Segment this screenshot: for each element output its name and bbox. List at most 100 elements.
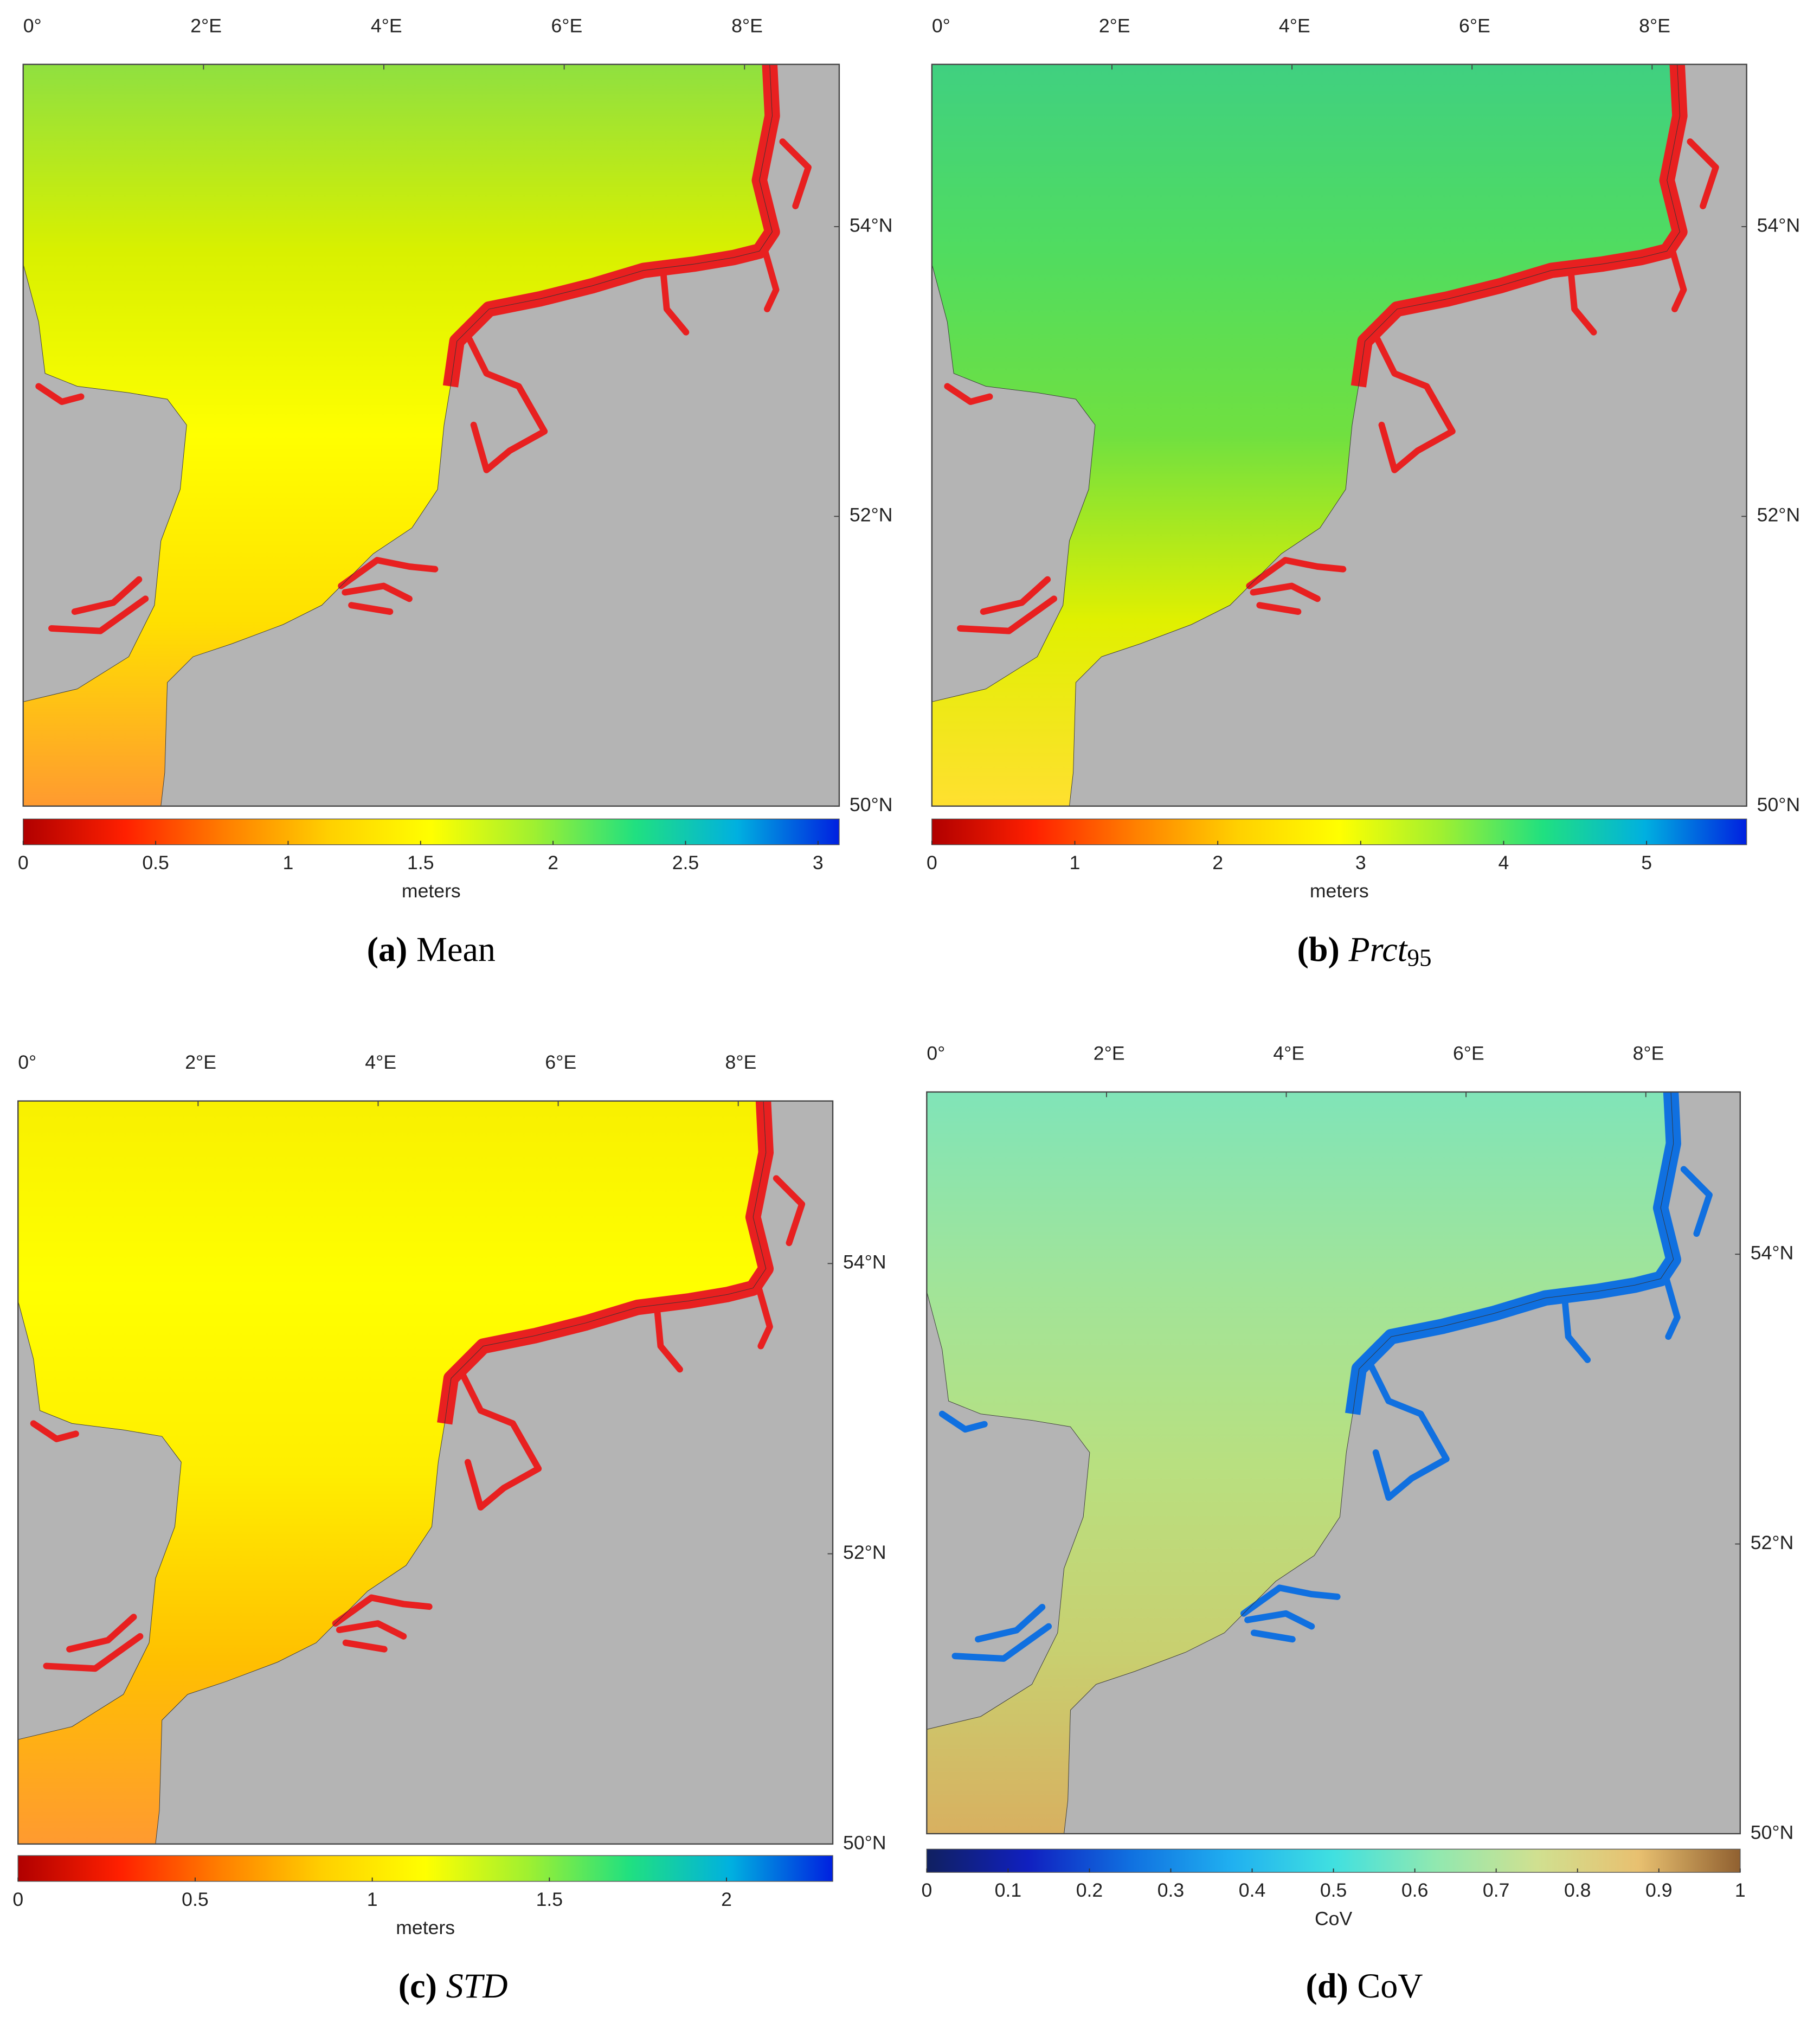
lon-tick-label: 0° [927,1042,945,1064]
lon-tick-label: 4°E [1279,15,1310,36]
colorbar-tick-label: 0 [927,852,937,874]
estuary [35,383,85,405]
sea [23,64,773,806]
map-area [927,1091,1713,1834]
lon-tick-label: 2°E [1099,15,1130,36]
estuary [754,1278,773,1350]
caption-text: Mean [416,930,496,968]
sea [18,1101,766,1844]
lon-tick-label: 8°E [731,15,763,36]
colorbar-label: meters [396,1917,455,1938]
colorbar-tick-label: 0.5 [182,1889,209,1910]
map-frame [926,1091,1741,1835]
lon-tick-label: 2°E [190,15,222,36]
lat-tick-label: 52°N [843,1542,886,1563]
caption-text: STD [446,1967,508,2005]
colorbar-tick-label: 1 [367,1889,378,1910]
colorbar-tick-label: 0.6 [1401,1879,1429,1901]
estuary [760,241,780,312]
estuary [71,576,143,615]
lat-tick-label: 50°N [1751,1821,1794,1843]
estuary [951,1623,1052,1662]
estuary [338,557,439,589]
lon-tick-label: 4°E [365,1051,396,1073]
map-panel: 0° 2°E 4°E 6°E 8°E 54°N 52°N 50°N 0 1 2 3 4 5 meters (b… [927,15,1800,972]
lon-tick-label: 8°E [725,1051,757,1073]
caption: (c) STD [398,1967,508,2005]
caption-tag: (c) [398,1967,437,2005]
estuary [980,576,1051,615]
estuary [1372,331,1456,473]
estuary [957,595,1057,634]
colorbar-label: meters [1310,880,1369,902]
estuary [1240,1584,1341,1617]
estuary [332,1594,433,1627]
colorbar-tick-label: 0.5 [142,852,169,874]
estuary [779,138,812,209]
estuary [1661,1269,1681,1340]
lat-tick-label: 54°N [843,1251,886,1273]
sea [931,64,1680,806]
lon-tick-label: 0° [23,15,42,36]
colorbar-tick-label: 1.5 [536,1889,563,1910]
map-panel: 0° 2°E 4°E 6°E 8°E 54°N 52°N 50°N 0 0.5 1 1.5 2 meter… [12,1051,886,2005]
estuary [1567,265,1597,336]
lon-tick-label: 8°E [1639,15,1670,36]
colorbar-tick-label: 0 [921,1879,932,1901]
estuary [48,595,149,634]
estuary [975,1603,1046,1643]
colorbar-tick-label: 0.5 [1320,1879,1347,1901]
map-area [23,64,812,806]
estuary [944,383,993,405]
lat-tick-label: 50°N [850,794,893,815]
estuary [458,1369,542,1511]
map-area [931,64,1719,806]
estuary [66,1614,137,1653]
estuary [336,1620,407,1640]
colorbar [23,818,840,845]
estuary [938,1410,988,1433]
caption: (d) CoV [1306,1967,1423,2005]
coastline [927,1092,1673,1834]
sea [927,1091,1674,1834]
lon-tick-label: 6°E [545,1051,576,1073]
estuary [1667,241,1687,312]
map-area [18,1101,806,1844]
estuary [1250,1629,1296,1643]
colorbar [931,818,1747,845]
estuary [1250,582,1321,602]
lat-tick-label: 50°N [1757,794,1800,815]
estuary [1246,557,1347,589]
lat-tick-label: 54°N [1751,1242,1794,1264]
colorbar [17,1855,833,1882]
colorbar-tick-label: 0 [18,852,29,874]
estuary [1366,1359,1450,1501]
caption: (b) Prct95 [1297,930,1432,972]
lat-tick-label: 54°N [850,214,893,236]
lat-tick-label: 52°N [1757,504,1800,526]
colorbar-tick-label: 1 [283,852,294,874]
estuary [464,331,548,473]
lon-tick-label: 6°E [1453,1042,1484,1064]
lat-tick-label: 50°N [843,1832,886,1853]
caption: (a) Mean [367,930,496,968]
colorbar-tick-label: 0.1 [995,1879,1022,1901]
map-panel: 0° 2°E 4°E 6°E 8°E 54°N 52°N 50°N 0 0.5 1 1.5 2 2.5 3 m… [18,15,893,968]
colorbar-tick-label: 0 [12,1889,23,1910]
estuary [43,1633,144,1672]
caption-tag: (b) [1297,930,1340,968]
colorbar-tick-label: 5 [1641,852,1652,874]
colorbar-label: meters [402,880,461,902]
map-frame [931,63,1747,807]
lon-tick-label: 2°E [1094,1042,1125,1064]
map-frame [17,1100,834,1845]
estuary [773,1175,806,1247]
estuary [1256,602,1302,615]
lat-tick-label: 52°N [850,504,893,526]
coastline [18,1101,766,1844]
estuary [1680,1166,1713,1237]
map-frame [22,63,840,807]
estuary [348,602,394,615]
estuary [342,1639,388,1653]
lon-tick-label: 6°E [551,15,583,36]
